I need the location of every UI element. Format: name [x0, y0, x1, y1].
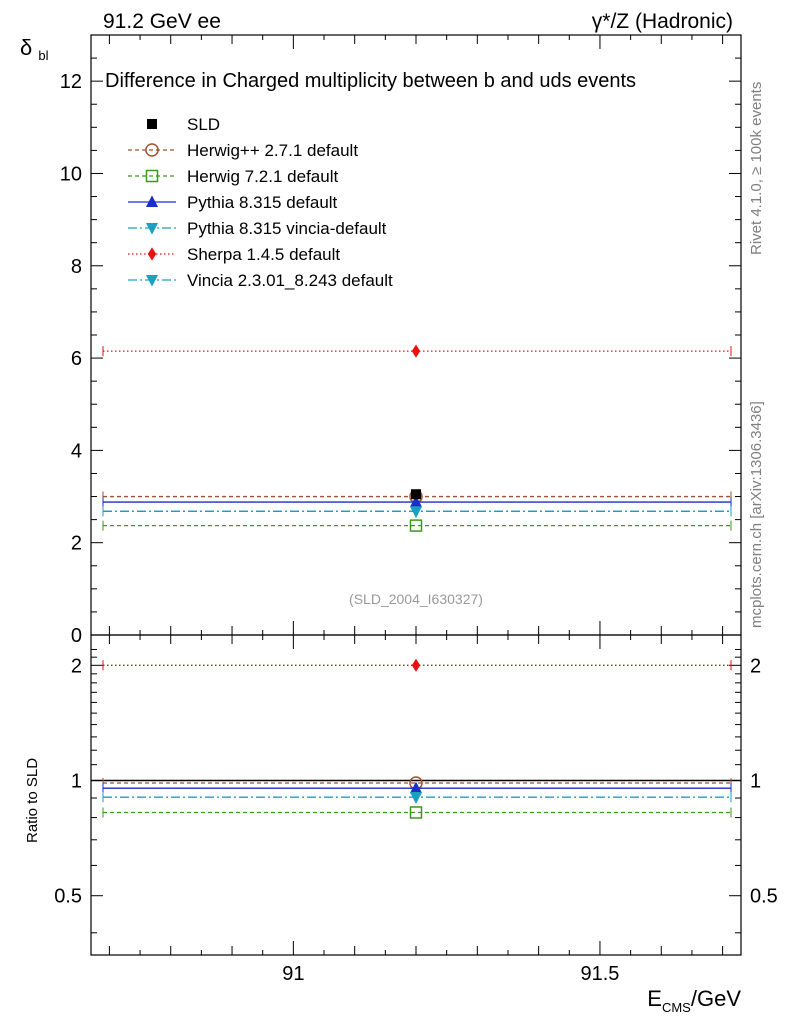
ratio-tick-label: 0.5	[54, 886, 82, 908]
y-tick-label: 4	[71, 440, 82, 462]
ratio-tick-label: 1	[71, 771, 82, 793]
legend-label: Vincia 2.3.01_8.243 default	[187, 271, 393, 290]
y-tick-label: 0	[71, 625, 82, 647]
y-tick-label: 8	[71, 256, 82, 278]
legend-marker	[145, 275, 159, 287]
legend-label: SLD	[187, 115, 220, 134]
ratio-tick-label-right: 1	[750, 771, 761, 793]
y-tick-label: 10	[60, 163, 82, 185]
series-marker-main	[409, 519, 423, 532]
ratio-tick-label: 2	[71, 655, 82, 677]
y-tick-label: 6	[71, 348, 82, 370]
series-marker-ratio	[411, 658, 421, 672]
x-axis-label: ECMS/GeV	[647, 986, 741, 1015]
ratio-tick-label-right: 2	[750, 655, 761, 677]
series-marker-ratio	[409, 781, 423, 794]
legend-label: Pythia 8.315 default	[187, 193, 338, 212]
series-marker-main	[409, 506, 423, 518]
legend-marker	[145, 195, 159, 207]
legend-marker	[145, 143, 159, 157]
analysis-id: (SLD_2004_I630327)	[349, 591, 483, 607]
y-tick-label: 2	[71, 533, 82, 555]
mcplots-label: mcplots.cern.ch [arXiv:1306.3436]	[748, 401, 765, 628]
series-marker-main	[409, 495, 423, 508]
legend-label: Pythia 8.315 vincia-default	[187, 219, 387, 238]
x-tick-label: 91.5	[580, 963, 619, 985]
y-axis-symbol: δ	[20, 35, 32, 60]
legend-label: Herwig++ 2.7.1 default	[187, 141, 358, 160]
y-axis-label-main: δ bl	[20, 35, 49, 63]
series-marker-ratio	[409, 792, 423, 804]
series-marker-ratio	[409, 806, 423, 819]
x-axis-subscript: CMS	[662, 1000, 691, 1015]
legend-label: Sherpa 1.4.5 default	[187, 245, 340, 264]
legend-marker	[147, 247, 157, 261]
plot-title: Difference in Charged multiplicity betwe…	[105, 70, 636, 92]
series-marker-main	[411, 344, 421, 358]
y-axis-label-ratio: Ratio to SLD	[24, 758, 41, 843]
rivet-version-label: Rivet 4.1.0, ≥ 100k events	[748, 82, 765, 255]
legend-label: Herwig 7.2.1 default	[187, 167, 338, 186]
data-point-sld	[411, 489, 421, 500]
legend-marker	[147, 119, 157, 129]
x-tick-label: 91	[282, 963, 304, 985]
energy-label: 91.2 GeV ee	[103, 10, 221, 33]
process-label: γ*/Z (Hadronic)	[592, 10, 733, 33]
y-axis-subscript: bl	[38, 48, 48, 63]
x-axis-symbol: E	[647, 986, 662, 1011]
legend-marker	[145, 169, 159, 183]
ratio-tick-label-right: 0.5	[750, 886, 778, 908]
legend-marker	[145, 223, 159, 235]
y-tick-label: 12	[60, 71, 82, 93]
x-axis-unit: /GeV	[691, 986, 741, 1011]
